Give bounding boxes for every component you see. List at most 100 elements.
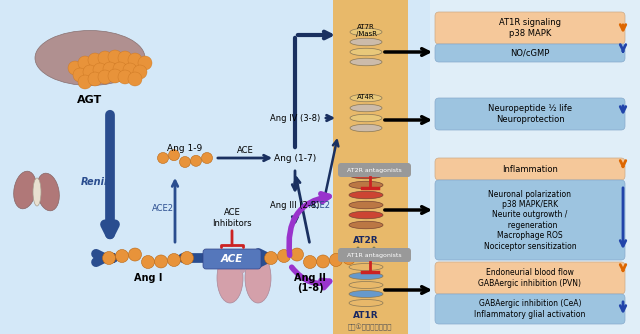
Ellipse shape (349, 282, 383, 289)
Circle shape (98, 70, 112, 84)
Circle shape (128, 72, 142, 86)
Circle shape (330, 254, 342, 267)
Text: ACE: ACE (221, 254, 243, 264)
Ellipse shape (350, 58, 382, 66)
Text: Endoneurial blood flow
GABAergic inhibition (PVN): Endoneurial blood flow GABAergic inhibit… (479, 268, 582, 288)
Circle shape (78, 75, 92, 89)
Text: AT4R: AT4R (357, 94, 375, 100)
Text: AT1R signaling
p38 MAPK: AT1R signaling p38 MAPK (499, 18, 561, 38)
Ellipse shape (349, 191, 383, 199)
Circle shape (154, 255, 168, 268)
Circle shape (78, 56, 92, 70)
Text: Ang IV (3-8): Ang IV (3-8) (270, 114, 320, 123)
Circle shape (108, 50, 122, 64)
Circle shape (291, 248, 303, 261)
Circle shape (303, 256, 317, 269)
Text: AGT: AGT (77, 95, 102, 105)
Ellipse shape (35, 30, 145, 86)
Text: Ang I: Ang I (134, 273, 162, 283)
Text: Renin: Renin (81, 177, 111, 187)
Ellipse shape (349, 181, 383, 189)
Ellipse shape (349, 255, 383, 262)
Ellipse shape (245, 253, 271, 303)
Circle shape (278, 249, 291, 263)
FancyBboxPatch shape (435, 98, 625, 130)
Circle shape (157, 153, 168, 164)
Circle shape (342, 252, 355, 265)
Circle shape (180, 252, 193, 265)
Text: ACE: ACE (237, 146, 253, 155)
Text: AT2R antagonists: AT2R antagonists (347, 167, 401, 172)
Circle shape (138, 56, 152, 70)
Circle shape (168, 254, 180, 267)
Circle shape (179, 157, 191, 167)
Ellipse shape (36, 173, 60, 211)
Ellipse shape (350, 124, 382, 132)
Ellipse shape (350, 28, 382, 36)
Ellipse shape (350, 38, 382, 46)
FancyBboxPatch shape (240, 258, 245, 273)
Circle shape (98, 51, 112, 65)
Text: 头条①投必得论文编辑: 头条①投必得论文编辑 (348, 323, 392, 331)
FancyBboxPatch shape (0, 0, 430, 334)
Circle shape (115, 249, 129, 263)
Circle shape (202, 153, 212, 164)
Text: Neuronal polarization
p38 MAPK/ERK
Neurite outgrowth /
  regeneration
Macrophage: Neuronal polarization p38 MAPK/ERK Neuri… (484, 189, 576, 250)
Circle shape (133, 65, 147, 79)
Ellipse shape (349, 201, 383, 209)
Text: GABAergic inhibition (CeA)
Inflammatory glial activation: GABAergic inhibition (CeA) Inflammatory … (474, 299, 586, 319)
Text: Ang 1-9: Ang 1-9 (168, 144, 203, 153)
Ellipse shape (349, 291, 383, 298)
Circle shape (191, 155, 202, 166)
Ellipse shape (13, 171, 36, 209)
Text: Ang (1-7): Ang (1-7) (274, 154, 316, 163)
FancyBboxPatch shape (435, 158, 625, 180)
Circle shape (123, 63, 137, 77)
Circle shape (68, 61, 82, 75)
Text: AT1R antagonists: AT1R antagonists (347, 253, 401, 258)
Text: Inflammation: Inflammation (502, 165, 558, 173)
Circle shape (103, 62, 117, 76)
FancyBboxPatch shape (338, 248, 411, 262)
FancyBboxPatch shape (435, 44, 625, 62)
Ellipse shape (349, 171, 383, 179)
Ellipse shape (349, 273, 383, 280)
Circle shape (73, 68, 87, 82)
Ellipse shape (350, 48, 382, 56)
FancyBboxPatch shape (435, 262, 625, 294)
Ellipse shape (350, 104, 382, 112)
Text: ACE2: ACE2 (152, 203, 174, 212)
Ellipse shape (349, 300, 383, 307)
Circle shape (118, 70, 132, 84)
Ellipse shape (349, 211, 383, 219)
FancyBboxPatch shape (333, 0, 408, 334)
Circle shape (128, 53, 142, 67)
FancyBboxPatch shape (430, 0, 640, 334)
Circle shape (264, 252, 278, 265)
Circle shape (88, 53, 102, 67)
FancyBboxPatch shape (203, 249, 261, 269)
Ellipse shape (350, 94, 382, 102)
FancyBboxPatch shape (435, 294, 625, 324)
Text: AT7R
/MasR: AT7R /MasR (355, 23, 376, 36)
Ellipse shape (349, 264, 383, 271)
Circle shape (118, 51, 132, 65)
FancyBboxPatch shape (435, 180, 625, 260)
Ellipse shape (33, 178, 41, 206)
Circle shape (93, 63, 107, 77)
Ellipse shape (349, 221, 383, 229)
Circle shape (317, 255, 330, 268)
Text: AT2R: AT2R (353, 235, 379, 244)
Text: NO/cGMP: NO/cGMP (510, 48, 550, 57)
Ellipse shape (350, 114, 382, 122)
Circle shape (168, 150, 179, 161)
Text: ACE2: ACE2 (309, 200, 331, 209)
Circle shape (141, 256, 154, 269)
Text: ACE
Inhibitors: ACE Inhibitors (212, 208, 252, 228)
Circle shape (88, 72, 102, 86)
Ellipse shape (217, 253, 243, 303)
Circle shape (102, 252, 115, 265)
FancyBboxPatch shape (338, 163, 411, 177)
FancyBboxPatch shape (435, 12, 625, 44)
Circle shape (129, 248, 141, 261)
